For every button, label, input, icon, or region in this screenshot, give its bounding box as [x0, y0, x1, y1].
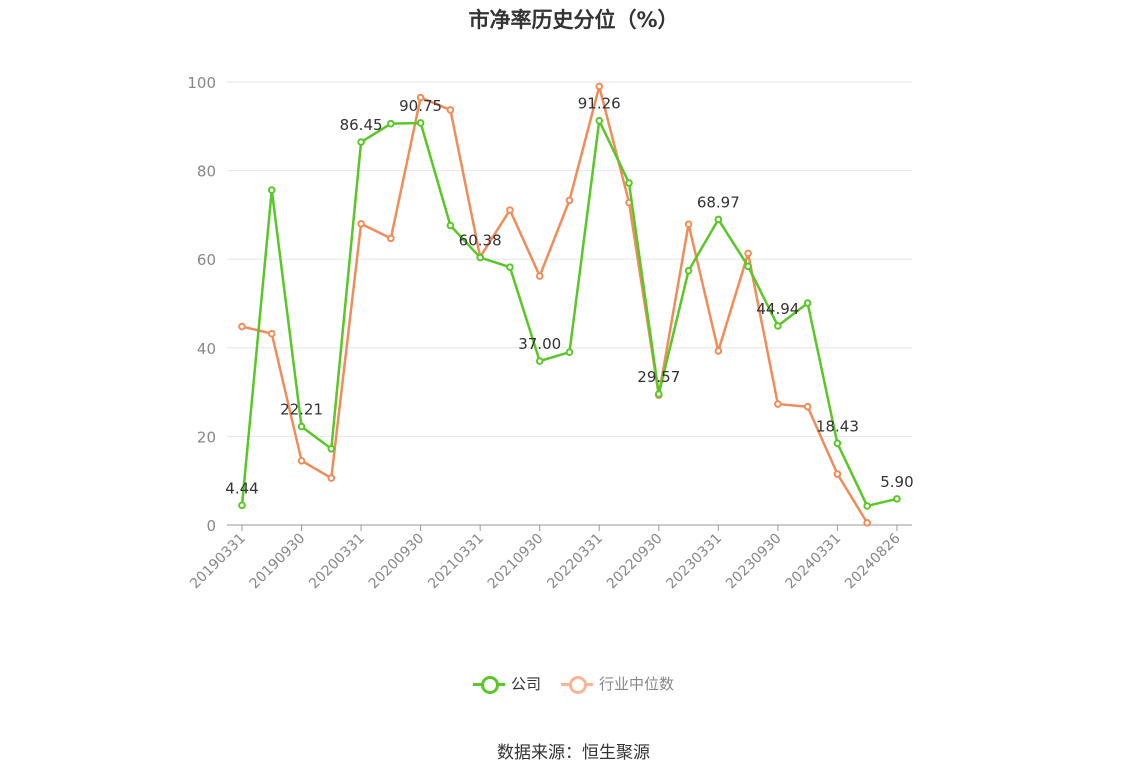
data-point-industry [327, 474, 336, 482]
data-label: 44.94 [756, 300, 799, 318]
data-point-industry [803, 402, 812, 411]
data-label: 90.75 [399, 97, 442, 115]
y-tick-label: 0 [206, 517, 216, 535]
data-source: 数据来源：恒生聚源 [497, 743, 650, 763]
data-point-company [416, 119, 425, 127]
data-point-company [714, 215, 723, 224]
data-point-industry [446, 106, 455, 114]
x-tick-label: 20200930 [366, 531, 428, 593]
y-tick-label: 40 [197, 340, 216, 358]
data-point-company [357, 138, 365, 146]
data-point-industry [833, 470, 842, 478]
legend-label-company: 公司 [510, 675, 541, 693]
x-tick-label: 20220331 [544, 531, 606, 593]
data-label: 91.26 [578, 95, 621, 113]
x-tick-label: 20230930 [723, 531, 785, 593]
data-label: 4.44 [225, 479, 258, 497]
data-point-company [803, 299, 812, 307]
data-point-company [327, 445, 336, 453]
y-tick-label: 20 [197, 428, 216, 446]
legend: 公司 行业中位数 [0, 673, 1147, 694]
data-point-industry [744, 249, 752, 258]
x-tick-label: 20210930 [485, 531, 547, 593]
data-point-industry [684, 220, 693, 229]
x-tick-label: 20210331 [425, 531, 487, 593]
data-point-industry [565, 196, 574, 205]
legend-marker-company [472, 675, 505, 694]
series-line-industry [241, 85, 869, 524]
data-point-company [506, 263, 514, 271]
data-point-company [654, 390, 663, 398]
chart-title: 市净率历史分位（%） [468, 8, 679, 32]
data-point-industry [863, 518, 871, 527]
data-point-company [833, 439, 842, 448]
x-tick-label: 20200331 [306, 531, 368, 593]
data-point-company [476, 253, 484, 262]
data-point-industry [387, 234, 395, 243]
data-point-company [863, 502, 871, 510]
data-label: 68.97 [697, 193, 740, 211]
y-tick-label: 100 [187, 74, 216, 92]
data-point-company [297, 422, 306, 431]
data-point-industry [535, 272, 544, 280]
data-point-company [595, 116, 604, 125]
x-tick-label: 20220930 [604, 531, 666, 593]
data-point-industry [506, 206, 514, 214]
legend-item-company[interactable]: 公司 [472, 673, 541, 694]
data-point-company [565, 348, 574, 357]
data-label: 22.21 [280, 401, 323, 419]
data-point-company [744, 262, 752, 271]
data-point-industry [297, 456, 306, 465]
data-point-company [267, 186, 276, 194]
data-label: 29.57 [637, 368, 680, 386]
legend-label-industry: 行业中位数 [599, 675, 675, 693]
data-point-company [446, 221, 455, 230]
data-point-industry [238, 322, 246, 331]
data-point-company [535, 357, 544, 365]
data-point-industry [714, 347, 723, 355]
x-tick-label: 20190930 [247, 531, 309, 593]
data-label: 86.45 [340, 116, 383, 134]
data-point-industry [357, 219, 365, 228]
y-tick-label: 80 [197, 163, 216, 181]
data-point-industry [774, 400, 782, 408]
data-point-company [625, 179, 633, 187]
data-label: 5.90 [880, 473, 913, 491]
data-point-industry [416, 93, 425, 102]
data-label: 37.00 [518, 335, 561, 353]
data-point-industry [267, 329, 276, 338]
data-point-company [774, 322, 782, 330]
data-point-company [893, 495, 901, 503]
data-label: 18.43 [816, 417, 859, 435]
x-tick-label: 20190331 [187, 531, 249, 593]
x-tick-label: 20240331 [783, 531, 845, 593]
x-tick-label: 20230331 [663, 531, 725, 593]
legend-marker-industry [561, 675, 593, 694]
y-tick-label: 60 [197, 251, 216, 269]
data-label: 60.38 [459, 232, 502, 250]
data-point-company [387, 119, 395, 128]
data-point-company [684, 266, 693, 275]
legend-item-industry[interactable]: 行业中位数 [561, 673, 674, 694]
x-tick-label: 20240826 [842, 530, 904, 592]
data-point-company [238, 501, 246, 510]
data-point-industry [595, 82, 604, 91]
